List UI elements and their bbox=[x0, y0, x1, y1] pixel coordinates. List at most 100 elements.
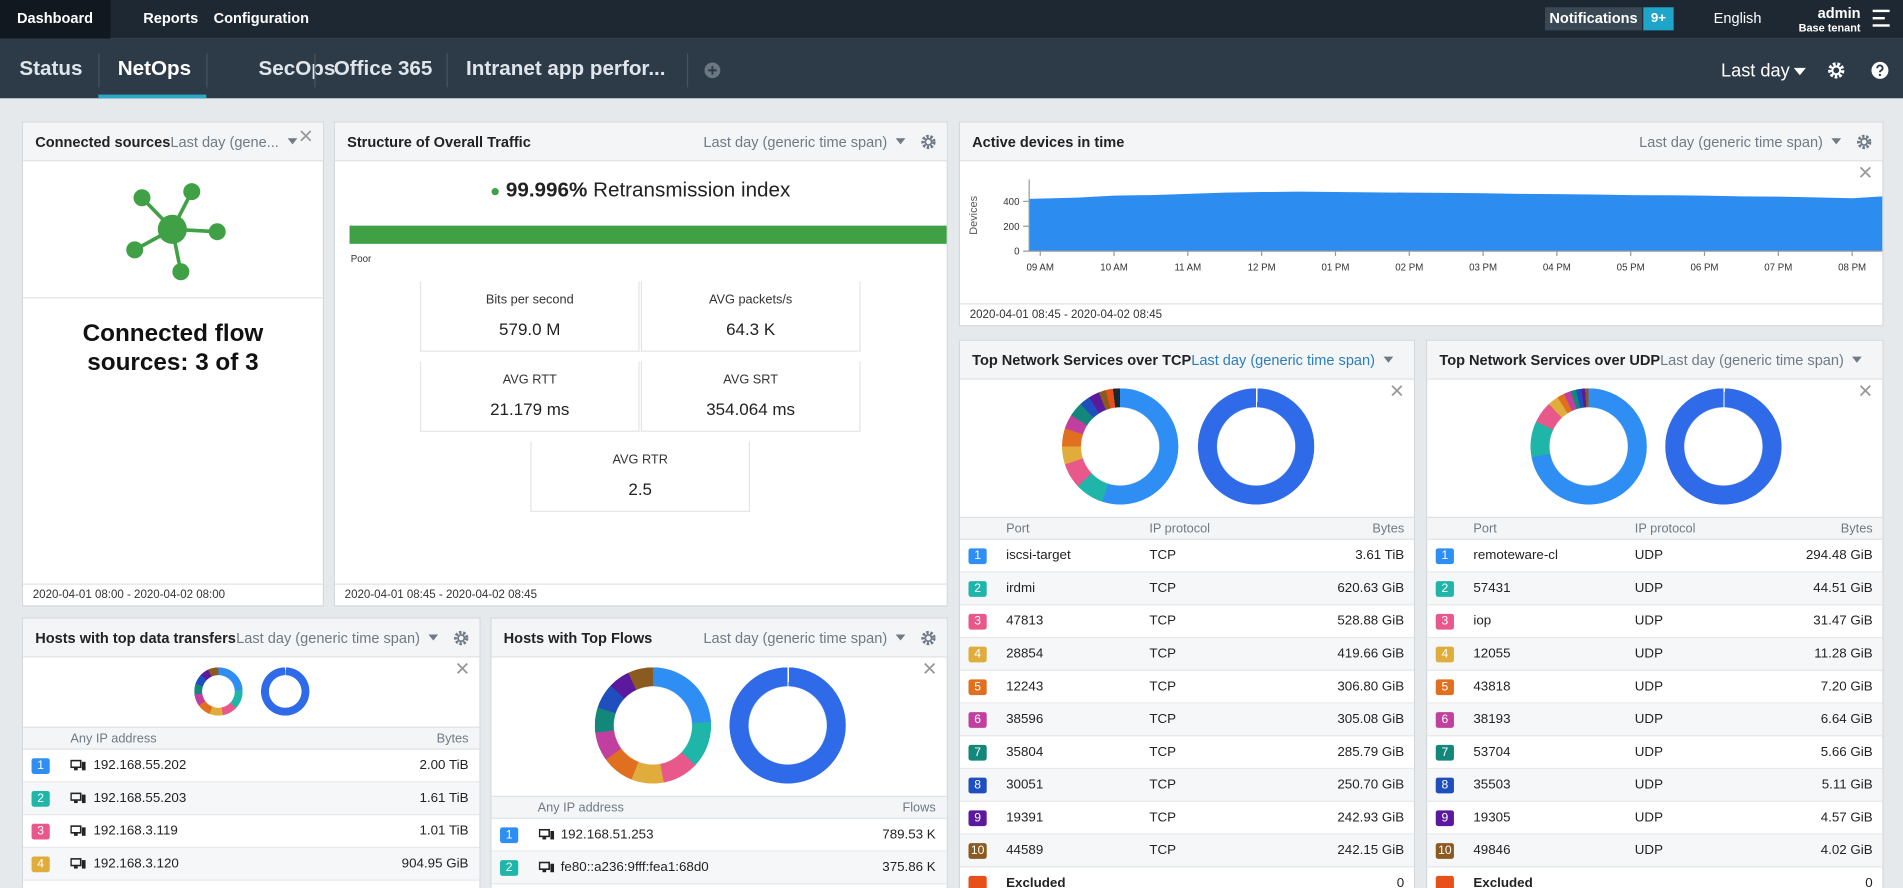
time-range-dropdown[interactable]: Last day (generic time span) bbox=[1191, 351, 1375, 369]
widget: Connected sources Last day (gene... Conne… bbox=[21, 121, 325, 607]
tab[interactable]: SecOps bbox=[258, 57, 336, 81]
table-row[interactable]: 9 19305 UDP 4.57 GiB bbox=[1427, 802, 1883, 835]
table-row[interactable]: 10 49846 UDP 4.02 GiB bbox=[1427, 834, 1883, 868]
table-row[interactable]: 1 remoteware-cl UDP 294.48 GiB bbox=[1427, 540, 1883, 573]
tab[interactable]: Intranet app perfor... bbox=[466, 57, 666, 81]
widget-footer: 2020-04-01 08:45 - 2020-04-02 08:45 bbox=[334, 583, 947, 606]
table-row[interactable]: 4 12055 UDP 11.28 GiB bbox=[1427, 638, 1883, 671]
settings-icon[interactable] bbox=[453, 629, 470, 646]
rank-badge: 4 bbox=[31, 856, 50, 873]
table-row[interactable]: 2 irdmi TCP 620.63 GiB bbox=[959, 572, 1414, 606]
table-cell: 0 bbox=[1396, 875, 1405, 888]
table-cell: 19391 bbox=[1006, 810, 1044, 825]
rank-badge: 1 bbox=[968, 548, 987, 565]
nav-item[interactable]: Reports bbox=[143, 9, 199, 27]
close-icon[interactable] bbox=[1391, 385, 1403, 397]
device-icon bbox=[70, 825, 86, 836]
close-icon[interactable] bbox=[924, 662, 936, 674]
close-icon[interactable] bbox=[456, 662, 468, 674]
table-row[interactable]: 2 fe80::a236:9fff:fea1:68d0 375.86 K bbox=[491, 851, 947, 885]
notifications-button[interactable]: Notifications bbox=[1544, 7, 1643, 31]
global-time-range[interactable]: Last day bbox=[1720, 60, 1790, 82]
close-icon[interactable] bbox=[300, 130, 312, 142]
rank-badge: 9 bbox=[1435, 810, 1454, 827]
table-row[interactable]: 7 53704 UDP 5.66 GiB bbox=[1427, 736, 1883, 770]
user-name[interactable]: admin bbox=[1817, 4, 1861, 22]
table-cell: 30051 bbox=[1006, 777, 1044, 793]
time-range-dropdown[interactable]: Last day (generic time span) bbox=[236, 628, 420, 646]
table-cell: UDP bbox=[1634, 777, 1663, 793]
index-label: Retransmission index bbox=[593, 178, 791, 202]
table-row[interactable]: 5 12243 TCP 306.80 GiB bbox=[959, 671, 1414, 704]
table-cell: 242.15 GiB bbox=[1337, 843, 1405, 858]
table-cell: 57431 bbox=[1473, 581, 1511, 596]
settings-icon[interactable] bbox=[1856, 133, 1873, 150]
table-row[interactable]: 3 47813 TCP 528.88 GiB bbox=[959, 605, 1414, 639]
close-icon[interactable] bbox=[1859, 166, 1871, 178]
table-row[interactable]: 2 192.168.55.203 1.61 TiB bbox=[23, 782, 480, 816]
table-cell: TCP bbox=[1149, 777, 1177, 793]
help-icon[interactable] bbox=[1870, 61, 1889, 80]
scale-label: Poor bbox=[350, 253, 372, 265]
tab[interactable]: Office 365 bbox=[333, 57, 433, 81]
device-icon bbox=[70, 858, 86, 869]
table-cell: 5.11 GiB bbox=[1821, 777, 1873, 793]
tab-separator bbox=[446, 53, 448, 88]
nav-item[interactable]: Dashboard bbox=[0, 0, 111, 39]
table-row[interactable]: 3 iop UDP 31.47 GiB bbox=[1427, 605, 1883, 639]
table-cell: 35503 bbox=[1473, 777, 1511, 793]
table-row[interactable]: 1 iscsi-target TCP 3.61 TiB bbox=[959, 540, 1414, 573]
language-selector[interactable]: English bbox=[1713, 9, 1762, 27]
table-row[interactable]: 9 19391 TCP 242.93 GiB bbox=[959, 802, 1414, 835]
metric-card: Bits per second 579.0 M bbox=[419, 281, 640, 352]
table-cell: 38596 bbox=[1006, 712, 1044, 727]
table-cell: 35804 bbox=[1006, 744, 1044, 760]
tab[interactable]: Status bbox=[19, 57, 83, 81]
rank-badge: 10 bbox=[968, 843, 987, 859]
table-cell: remoteware-cl bbox=[1473, 548, 1558, 563]
table-row[interactable]: 1 192.168.55.202 2.00 TiB bbox=[23, 750, 480, 783]
table-row[interactable]: 8 35503 UDP 5.11 GiB bbox=[1427, 769, 1883, 802]
table-row[interactable]: 7 35804 TCP 285.79 GiB bbox=[959, 736, 1414, 770]
time-range-dropdown[interactable]: Last day (generic time span) bbox=[703, 628, 888, 646]
table-row[interactable]: 3 192.168.3.119 1.01 TiB bbox=[23, 815, 480, 848]
close-icon[interactable] bbox=[1859, 385, 1871, 397]
widget: Structure of Overall Traffic Last day (ge… bbox=[333, 121, 948, 607]
table-cell: 38193 bbox=[1473, 712, 1511, 727]
time-range-dropdown[interactable]: Last day (gene... bbox=[170, 132, 279, 150]
table-cell: TCP bbox=[1149, 548, 1177, 563]
settings-icon[interactable] bbox=[920, 133, 937, 150]
table-row[interactable]: 6 38596 TCP 305.08 GiB bbox=[959, 703, 1414, 737]
time-range-dropdown[interactable]: Last day (generic time span) bbox=[1639, 132, 1823, 150]
x-tick-label: 07 PM bbox=[1764, 263, 1792, 274]
add-tab-button[interactable] bbox=[703, 61, 722, 80]
table-cell: TCP bbox=[1149, 810, 1177, 825]
table-row[interactable]: 2 57431 UDP 44.51 GiB bbox=[1427, 572, 1883, 606]
settings-icon[interactable] bbox=[920, 629, 937, 646]
tab[interactable]: NetOps bbox=[98, 39, 207, 99]
area-chart: Devices 0 200 400 09 AM 10 AM 11 AM 12 PM 01 PM 0… bbox=[968, 179, 1883, 274]
table-row[interactable]: 1 192.168.51.253 789.53 K bbox=[491, 819, 947, 852]
rank-badge: 1 bbox=[1435, 548, 1454, 565]
table-row[interactable]: 10 44589 TCP 242.15 GiB bbox=[959, 834, 1414, 868]
notifications-count[interactable]: 9+ bbox=[1643, 7, 1674, 31]
table-cell: UDP bbox=[1634, 646, 1663, 662]
x-tick-label: 11 AM bbox=[1174, 263, 1201, 274]
table-row[interactable]: 5 43818 UDP 7.20 GiB bbox=[1427, 671, 1883, 704]
settings-icon[interactable] bbox=[1827, 61, 1846, 80]
rank-badge: 1 bbox=[31, 758, 50, 774]
donut-chart bbox=[729, 667, 846, 784]
table-row[interactable]: 6 38193 UDP 6.64 GiB bbox=[1427, 703, 1883, 737]
table-row[interactable]: 4 28854 TCP 419.66 GiB bbox=[959, 638, 1414, 671]
table-row[interactable]: 4 192.168.3.120 904.95 GiB bbox=[23, 847, 480, 881]
menu-icon[interactable] bbox=[1870, 7, 1892, 31]
time-range-dropdown[interactable]: Last day (generic time span) bbox=[703, 132, 888, 150]
time-range-dropdown[interactable]: Last day (generic time span) bbox=[1660, 351, 1844, 369]
table-row[interactable]: 8 30051 TCP 250.70 GiB bbox=[959, 769, 1414, 802]
widget-title: Connected sources bbox=[35, 132, 171, 150]
x-tick-label: 10 AM bbox=[1100, 263, 1127, 274]
nav-item[interactable]: Configuration bbox=[213, 9, 310, 27]
widget-title: Top Network Services over UDP bbox=[1439, 351, 1661, 369]
tab-separator bbox=[98, 53, 100, 88]
